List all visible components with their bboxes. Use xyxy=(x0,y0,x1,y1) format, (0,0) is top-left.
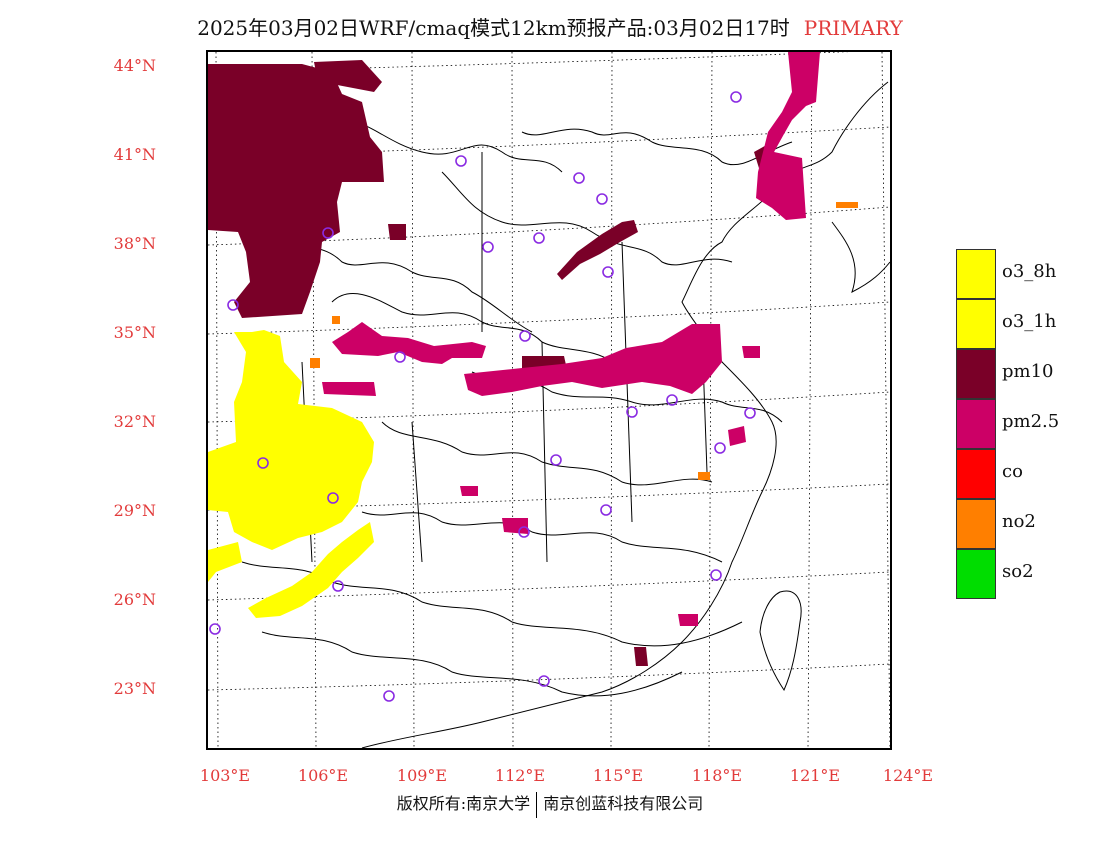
lon-label-103: 103°E xyxy=(199,766,251,785)
lon-label-106: 106°E xyxy=(297,766,349,785)
map-title: 2025年03月02日WRF/cmaq模式12km预报产品:03月02日17时 P… xyxy=(0,12,1100,41)
lat-label-38: 38°N xyxy=(113,234,156,253)
station-markers xyxy=(209,91,756,702)
legend-swatch xyxy=(956,299,996,349)
lat-label-29: 29°N xyxy=(113,501,156,520)
no2-areas xyxy=(310,202,858,480)
map-canvas xyxy=(208,52,890,748)
legend-swatch xyxy=(956,499,996,549)
lon-label-109: 109°E xyxy=(396,766,448,785)
footer-left: 版权所有:南京大学 xyxy=(396,794,531,813)
legend-label: so2 xyxy=(1002,561,1034,582)
legend-label: no2 xyxy=(1002,511,1036,532)
legend-item: pm2.5 xyxy=(956,399,1059,449)
legend-swatch xyxy=(956,549,996,599)
lon-label-121: 121°E xyxy=(789,766,841,785)
pm25-areas xyxy=(322,52,820,626)
footer-divider xyxy=(536,791,538,818)
footer-right: 南京创蓝科技有限公司 xyxy=(543,794,704,813)
title-main: 2025年03月02日WRF/cmaq模式12km预报产品:03月02日17时 xyxy=(197,16,790,40)
lat-label-26: 26°N xyxy=(113,590,156,609)
legend: o3_8h o3_1h pm10 pm2.5 co no2 so2 xyxy=(956,249,1059,599)
legend-item: co xyxy=(956,449,1026,499)
legend-swatch xyxy=(956,349,996,399)
legend-label: o3_8h xyxy=(1002,261,1057,282)
legend-label: pm10 xyxy=(1002,361,1054,382)
legend-item: pm10 xyxy=(956,349,1054,399)
lat-label-32: 32°N xyxy=(113,412,156,431)
legend-item: o3_8h xyxy=(956,249,1056,299)
o3-areas xyxy=(208,330,374,618)
lat-label-41: 41°N xyxy=(113,145,156,164)
legend-label: co xyxy=(1002,461,1023,482)
legend-swatch xyxy=(956,399,996,449)
legend-swatch xyxy=(956,249,996,299)
lat-label-35: 35°N xyxy=(113,323,156,342)
lon-label-115: 115°E xyxy=(592,766,644,785)
title-tag: PRIMARY xyxy=(803,16,903,40)
legend-swatch xyxy=(956,449,996,499)
lon-label-118: 118°E xyxy=(691,766,743,785)
lon-label-124: 124°E xyxy=(882,766,934,785)
legend-label: o3_1h xyxy=(1002,311,1057,332)
legend-item: o3_1h xyxy=(956,299,1056,349)
lon-label-112: 112°E xyxy=(494,766,546,785)
legend-label: pm2.5 xyxy=(1002,411,1060,432)
legend-item: no2 xyxy=(956,499,1036,549)
legend-item: so2 xyxy=(956,549,1034,599)
forecast-map xyxy=(206,50,892,750)
lat-label-44: 44°N xyxy=(113,56,156,75)
copyright-footer: 版权所有:南京大学 南京创蓝科技有限公司 xyxy=(0,790,1100,818)
lat-label-23: 23°N xyxy=(113,679,156,698)
